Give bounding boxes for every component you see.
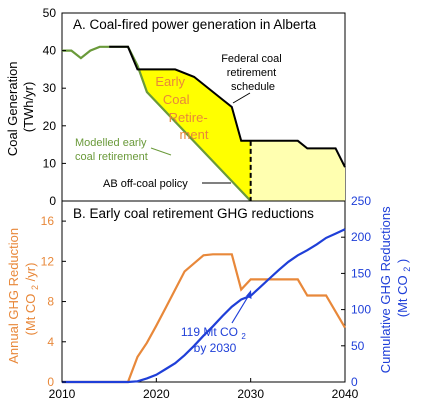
panel-b-ytick-right-label: 0: [351, 375, 358, 389]
panel-b-ylabel-left-sub: 2: [30, 285, 40, 290]
panel-b-ytick-right-label: 100: [351, 303, 371, 317]
panel-a-ytick-label: 50: [43, 6, 57, 20]
early-retirement-label-line1: Early: [155, 74, 185, 89]
modelled-label-line2: coal retirement: [75, 151, 148, 163]
modelled-early-retirement-line: [62, 45, 252, 202]
panel-b-ylabel-right: Cumulative GHG Reductions (Mt CO 2 ): [378, 203, 413, 374]
early-retirement-label-line2: Coal: [163, 92, 190, 107]
federal-schedule-line: [109, 45, 346, 168]
panel-b-ylabel-right-line2b: ): [395, 259, 410, 263]
panel-b-ytick-left-label: 8: [47, 295, 54, 309]
panel-b-ylabel-right-line2a: (Mt CO: [395, 275, 410, 317]
federal-schedule-label-line3: schedule: [231, 81, 275, 93]
federal-schedule-leader: [232, 92, 251, 104]
cumulative-callout-arrowhead: [246, 290, 252, 299]
panel-b-ytick-right-label: 250: [351, 194, 371, 208]
panel-b-ytick-right-label: 50: [351, 339, 365, 353]
xtick-label: 2030: [237, 387, 264, 401]
panel-b-ylabel-right-sub: 2: [402, 267, 412, 272]
panel-b-ytick-right-label: 150: [351, 266, 371, 280]
policy-label: AB off-coal policy: [103, 178, 188, 190]
cumulative-callout: 119 Mt CO 2 by 2030: [181, 325, 249, 355]
panel-a-ylabel-line2: (TWh/yr): [21, 82, 36, 133]
panel-b-ylabel-right-line1: Cumulative GHG Reductions: [378, 206, 393, 373]
cumulative-callout-sub: 2: [241, 332, 246, 341]
cumulative-reduction-line: [62, 228, 346, 384]
xtick-label: 2020: [143, 387, 170, 401]
xtick-label: 2040: [332, 387, 359, 401]
panel-b-ylabel-left: Annual GHG Reduction (Mt CO 2 /yr): [6, 224, 41, 363]
panel-a-ylabel-line1: Coal Generation: [5, 61, 20, 156]
modelled-label-line1: Modelled early: [75, 137, 147, 149]
panel-b-ytick-left-label: 12: [41, 254, 55, 268]
panel-b-title: B. Early coal retirement GHG reductions: [73, 206, 314, 221]
cumulative-callout-line2: by 2030: [194, 341, 237, 355]
early-retirement-label: Early Coal Retire- ment: [155, 74, 211, 142]
panel-a-ylabel: Coal Generation (TWh/yr): [5, 58, 36, 156]
cumulative-callout-arrow: [231, 294, 250, 324]
early-retirement-region: [128, 46, 251, 201]
early-retirement-label-line3: Retire-: [169, 110, 208, 125]
panel-b-ytick-left-label: 16: [41, 214, 55, 228]
panel-a-ytick-label: 10: [43, 156, 57, 170]
modelled-leader: [150, 147, 172, 156]
federal-schedule-label: Federal coal retirement schedule: [221, 53, 285, 93]
panel-a-ytick-label: 20: [43, 119, 57, 133]
panel-a-ytick-label: 0: [49, 194, 56, 208]
panel-b: 0 4 8 12 16 0 50 100 150 200 250 2010 2020 2030 2040…: [6, 194, 413, 401]
federal-schedule-label-line1: Federal coal: [221, 53, 282, 65]
panel-b-ytick-left-label: 4: [47, 335, 54, 349]
post-2030-region: [250, 140, 345, 201]
cumulative-callout-line1: 119 Mt CO: [181, 325, 238, 339]
federal-schedule-label-line2: retirement: [227, 67, 277, 79]
panel-b-ytick-left-label: 0: [47, 375, 54, 389]
panel-b-ylabel-left-line1: Annual GHG Reduction: [6, 228, 21, 364]
panel-b-ytick-right-label: 200: [351, 230, 371, 244]
panel-a-ytick-label: 30: [43, 81, 57, 95]
panel-a-title: A. Coal-fired power generation in Albert…: [73, 17, 317, 32]
panel-a-ytick-label: 40: [43, 44, 57, 58]
annual-reduction-line: [62, 253, 346, 384]
panel-a: 0 10 20 30 40 50 A. Coal-fired power generati…: [5, 6, 346, 208]
early-retirement-label-line4: ment: [180, 127, 209, 142]
panel-b-ylabel-left-line2b: /yr): [23, 263, 38, 282]
modelled-label: Modelled early coal retirement: [75, 137, 150, 163]
xtick-label: 2010: [49, 387, 76, 401]
panel-b-ylabel-left-line2a: (Mt CO: [23, 294, 38, 336]
panel-b-frame: [61, 200, 346, 383]
